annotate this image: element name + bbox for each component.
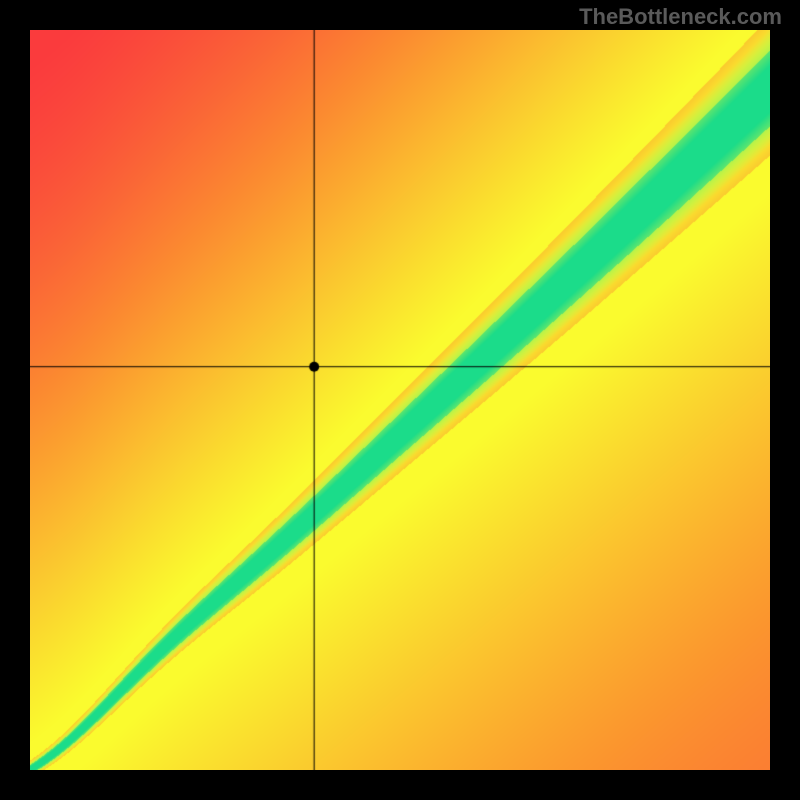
chart-container: TheBottleneck.com: [0, 0, 800, 800]
heatmap-canvas: [30, 30, 770, 770]
watermark-text: TheBottleneck.com: [579, 4, 782, 30]
heatmap-chart: [30, 30, 770, 770]
